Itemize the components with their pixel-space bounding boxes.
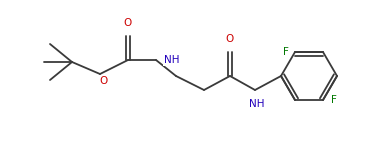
- Text: F: F: [331, 95, 337, 105]
- Text: O: O: [226, 34, 234, 44]
- Text: O: O: [124, 18, 132, 28]
- Text: O: O: [100, 76, 108, 86]
- Text: NH: NH: [249, 99, 265, 109]
- Text: F: F: [283, 47, 289, 57]
- Text: NH: NH: [164, 55, 179, 65]
